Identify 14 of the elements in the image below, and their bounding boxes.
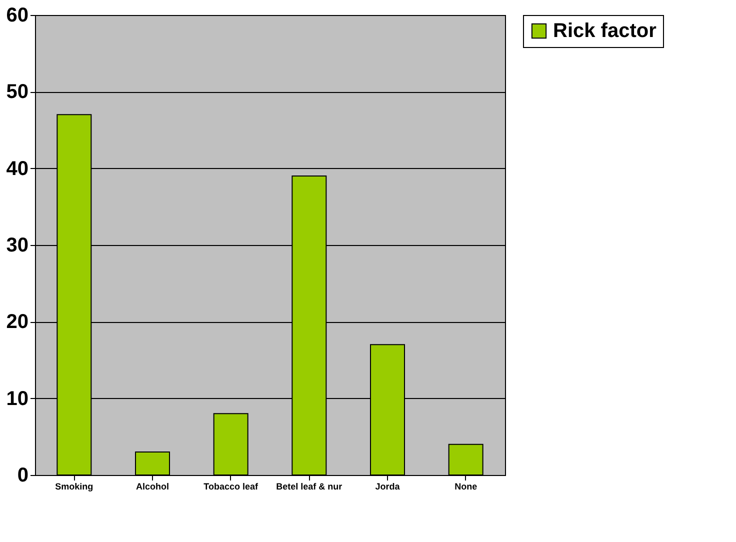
y-tick-label: 40 — [6, 158, 28, 180]
x-tick-label: Tobacco leaf — [204, 482, 260, 492]
x-tick-label: Jorda — [375, 482, 401, 492]
y-tick-label: 50 — [6, 81, 28, 104]
y-tick-label: 30 — [6, 234, 28, 256]
y-tick-label: 10 — [6, 388, 28, 410]
y-tick-label: 0 — [17, 464, 28, 486]
y-tick-label: 60 — [6, 4, 28, 26]
y-tick-label: 20 — [6, 311, 28, 334]
x-tick-label: Betel leaf & nur — [276, 482, 343, 492]
x-tick-label: Smoking — [55, 482, 94, 492]
x-tick-label: None — [454, 482, 478, 492]
x-tick-label: Alcohol — [136, 482, 169, 492]
legend-label: Rick factor — [553, 20, 657, 42]
